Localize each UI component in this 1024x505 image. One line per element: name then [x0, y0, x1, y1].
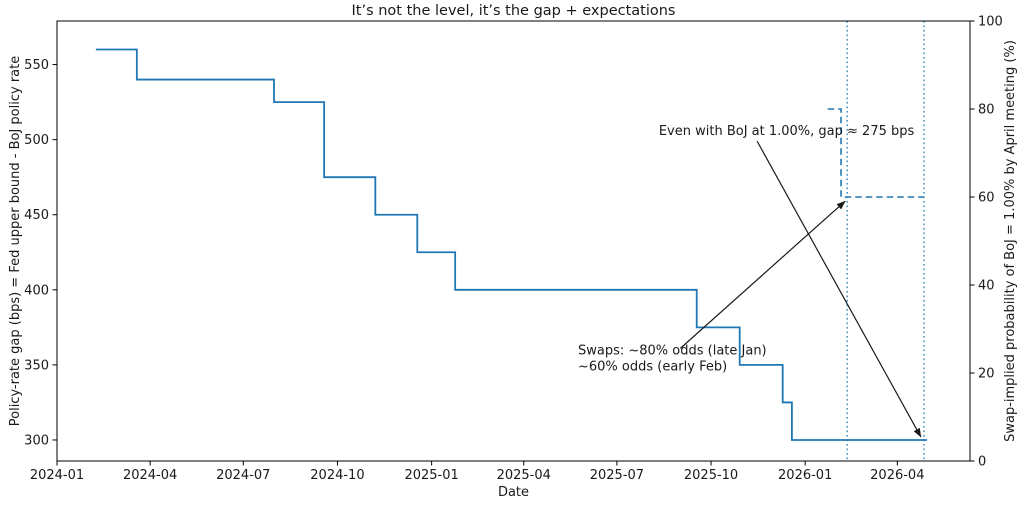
gap-275-annotation: Even with BoJ at 1.00%, gap ≈ 275 bps: [659, 124, 922, 438]
left-y-tick-label: 450: [24, 208, 49, 223]
x-tick-label: 2025-04: [497, 468, 551, 483]
x-tick-label: 2025-01: [404, 468, 458, 483]
swaps-odds-annotation: Swaps: ~80% odds (late Jan) ~60% odds (ea…: [578, 200, 846, 374]
x-axis: 2024-01 2024-04 2024-07 2024-10 2025-01 2025-…: [30, 461, 924, 483]
x-tick-label: 2024-04: [123, 468, 177, 483]
right-y-tick-label: 100: [978, 15, 1003, 30]
gap-275-annotation-text: Even with BoJ at 1.00%, gap ≈ 275 bps: [659, 124, 915, 139]
right-y-tick-label: 20: [978, 367, 995, 382]
policy-rate-gap-bps-line: [95, 48, 928, 441]
right-y-tick-label: 0: [978, 455, 986, 470]
swaps-odds-annotation-arrow: [679, 200, 846, 349]
chart-title: It’s not the level, it’s the gap + expec…: [351, 3, 676, 19]
x-tick-label: 2024-07: [216, 468, 270, 483]
x-tick-label: 2025-07: [590, 468, 644, 483]
left-y-tick-label: 350: [24, 358, 49, 373]
left-y-tick-label: 400: [24, 283, 49, 298]
left-y-tick-label: 550: [24, 58, 49, 73]
left-y-tick-label: 300: [24, 433, 49, 448]
left-y-axis-label: Policy-rate gap (bps) = Fed upper bound …: [8, 55, 23, 427]
x-tick-label: 2025-10: [684, 468, 738, 483]
swap-implied-probability-pct-line: [827, 108, 924, 198]
right-y-axis: 0 20 40 60 80 100: [970, 15, 1003, 470]
left-y-axis: 300 350 400 450 500 550: [24, 58, 57, 448]
x-tick-label: 2026-01: [778, 468, 832, 483]
right-y-tick-label: 60: [978, 191, 995, 206]
x-tick-label: 2026-04: [870, 468, 924, 483]
x-tick-label: 2024-10: [310, 468, 364, 483]
right-y-axis-label: Swap-implied probability of BoJ = 1.00% …: [1003, 40, 1018, 442]
plot-frame: [56, 20, 971, 462]
x-tick-label: 2024-01: [30, 468, 84, 483]
right-y-tick-label: 40: [978, 279, 995, 294]
right-y-tick-label: 80: [978, 103, 995, 118]
swaps-odds-annotation-text: Swaps: ~80% odds (late Jan) ~60% odds (ea…: [578, 343, 767, 374]
x-axis-label: Date: [497, 485, 530, 500]
gap-275-annotation-arrow: [756, 140, 922, 438]
left-y-tick-label: 500: [24, 133, 49, 148]
